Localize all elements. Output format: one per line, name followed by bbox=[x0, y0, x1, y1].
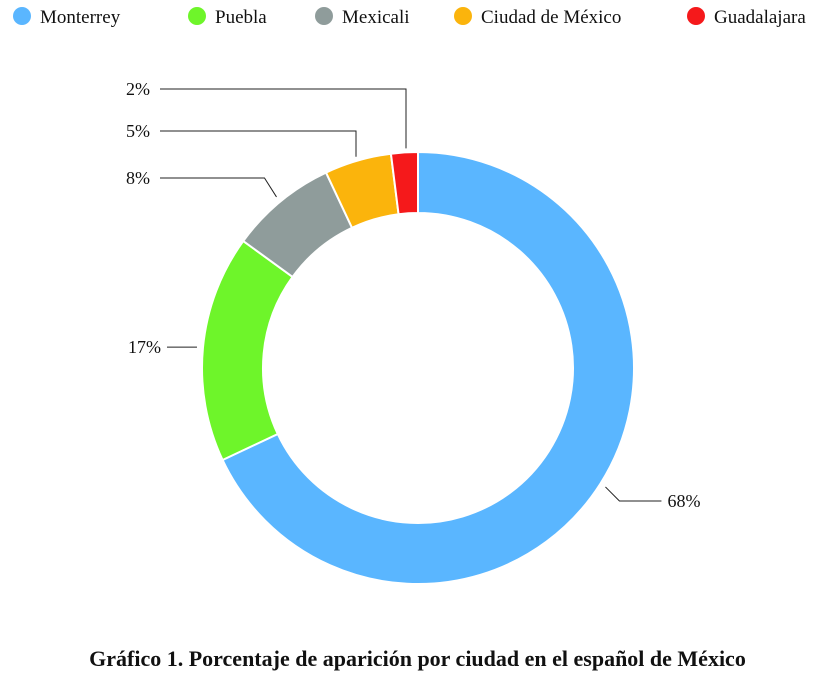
legend-swatch-guadalajara bbox=[687, 7, 705, 25]
leader-line-guadalajara bbox=[160, 88, 407, 149]
legend-swatch-monterrey bbox=[13, 7, 31, 25]
legend-swatch-ciudad-de-mexico bbox=[454, 7, 472, 25]
slice-puebla bbox=[201, 239, 294, 462]
data-label-monterrey: 68% bbox=[667, 491, 700, 511]
legend-item-ciudad-de-mexico: Ciudad de México bbox=[454, 7, 621, 28]
donut-slices bbox=[201, 150, 635, 585]
data-label-mexicali: 8% bbox=[126, 168, 150, 188]
leader-line-mexicali bbox=[160, 177, 277, 198]
legend-label-puebla: Puebla bbox=[215, 7, 267, 28]
legend-label-monterrey: Monterrey bbox=[40, 7, 121, 28]
chart-caption: Gráfico 1. Porcentaje de aparición por c… bbox=[89, 646, 746, 671]
legend-label-mexicali: Mexicali bbox=[342, 7, 410, 28]
legend: Monterrey Puebla Mexicali Ciudad de México G… bbox=[13, 7, 806, 28]
leader-line-ciudad-de-mexico bbox=[160, 130, 357, 157]
slice-monterrey bbox=[221, 150, 635, 585]
data-label-guadalajara: 2% bbox=[126, 79, 150, 99]
legend-item-mexicali: Mexicali bbox=[315, 7, 410, 28]
leader-lines bbox=[160, 88, 662, 502]
leader-line-monterrey bbox=[605, 486, 662, 502]
data-labels: 68% 17% 8% 5% 2% bbox=[126, 79, 700, 511]
legend-item-guadalajara: Guadalajara bbox=[687, 7, 806, 28]
data-label-ciudad-de-mexico: 5% bbox=[126, 121, 150, 141]
legend-swatch-mexicali bbox=[315, 7, 333, 25]
legend-swatch-puebla bbox=[188, 7, 206, 25]
slice-guadalajara bbox=[389, 150, 419, 216]
legend-item-monterrey: Monterrey bbox=[13, 7, 121, 28]
legend-label-ciudad-de-mexico: Ciudad de México bbox=[481, 7, 621, 28]
data-label-puebla: 17% bbox=[128, 337, 161, 357]
legend-item-puebla: Puebla bbox=[188, 7, 267, 28]
legend-label-guadalajara: Guadalajara bbox=[714, 7, 806, 28]
